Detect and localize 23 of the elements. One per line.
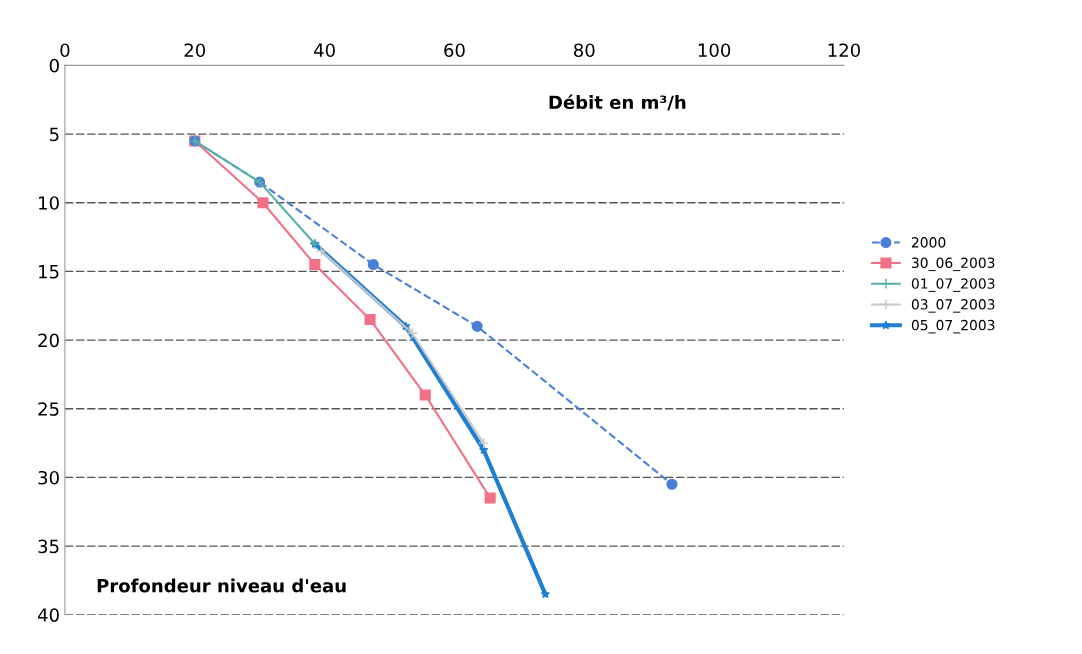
y-tick-label: 5 [49, 127, 59, 142]
legend-label: 2000 [911, 237, 946, 248]
y-axis-title: Profondeur niveau d'eau [97, 578, 346, 593]
x-tick-label: 100 [698, 43, 731, 58]
y-tick-label: 10 [39, 196, 59, 210]
y-tick-label: 30 [38, 470, 59, 485]
y-tick-label: 15 [39, 265, 59, 279]
legend-label: 01_07_2003 [911, 278, 995, 292]
y-tick-label: 20 [38, 333, 59, 348]
y-tick-label: 35 [38, 539, 59, 554]
x-tick-label: 120 [828, 43, 860, 58]
x-tick-label: 20 [184, 43, 206, 58]
y-tick-label: 25 [38, 402, 59, 416]
x-tick-label: 60 [444, 43, 465, 58]
legend-label: 03_07_2003 [911, 299, 995, 313]
legend-label: 30_06_2003 [911, 257, 995, 272]
x-tick-label: 80 [574, 43, 595, 58]
x-tick-label: 0 [60, 43, 70, 58]
legend-label: 05_07_2003 [911, 319, 995, 334]
x-tick-label: 40 [314, 43, 335, 58]
y-tick-label: 0 [49, 58, 59, 73]
y-tick-label: 40 [37, 608, 59, 622]
x-axis-title: Débit en m³/h [549, 94, 686, 111]
